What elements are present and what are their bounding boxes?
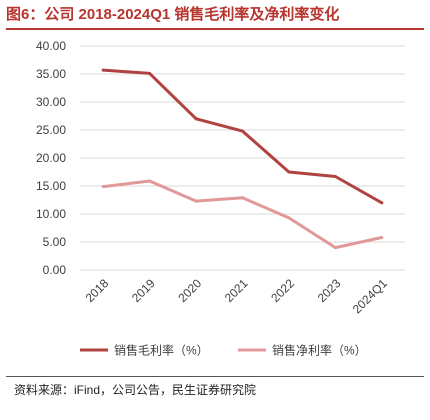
chart-title: 图6：公司 2018-2024Q1 销售毛利率及净利率变化 [6,6,340,23]
data-point-net-margin [333,246,337,250]
y-tick-label: 25.00 [36,123,66,137]
y-tick-label: 20.00 [36,151,66,165]
data-point-net-margin [380,236,384,240]
data-point-gross-margin [380,201,384,205]
line-chart: 0.00 5.00 10.00 15.00 20.00 25.00 30.00 35.00 40… [36,39,405,358]
y-tick-label: 35.00 [36,67,66,81]
source-note: 资料来源：iFind，公司公告，民生证券研究院 [14,383,257,397]
data-point-gross-margin [101,68,105,72]
y-tick-label: 0.00 [43,263,67,277]
data-point-net-margin [101,185,105,189]
data-point-net-margin [194,199,198,203]
y-tick-label: 15.00 [36,179,66,193]
x-tick-label: 2023 [315,276,344,305]
data-point-net-margin [148,179,152,183]
x-tick-label: 2018 [83,276,112,305]
x-tick-label: 2020 [175,276,204,305]
y-tick-label: 5.00 [43,235,67,249]
data-point-gross-margin [241,129,244,133]
data-point-gross-margin [194,117,198,121]
legend-label: 销售毛利率（%） [114,343,209,358]
title-underline [6,28,424,30]
x-tick-label: 2021 [222,276,251,305]
y-tick-label: 40.00 [36,39,66,53]
x-tick-label: 2019 [129,276,158,305]
x-tick-label: 2022 [268,276,297,305]
data-point-gross-margin [333,174,337,178]
source-divider [6,376,424,377]
y-tick-label: 30.00 [36,95,66,109]
x-tick-label: 2024Q1 [350,276,390,316]
data-point-net-margin [287,216,291,220]
data-point-net-margin [241,196,244,200]
data-point-gross-margin [287,170,291,174]
data-point-gross-margin [148,71,152,75]
legend-label: 销售净利率（%） [272,343,367,358]
y-tick-label: 10.00 [36,207,66,221]
